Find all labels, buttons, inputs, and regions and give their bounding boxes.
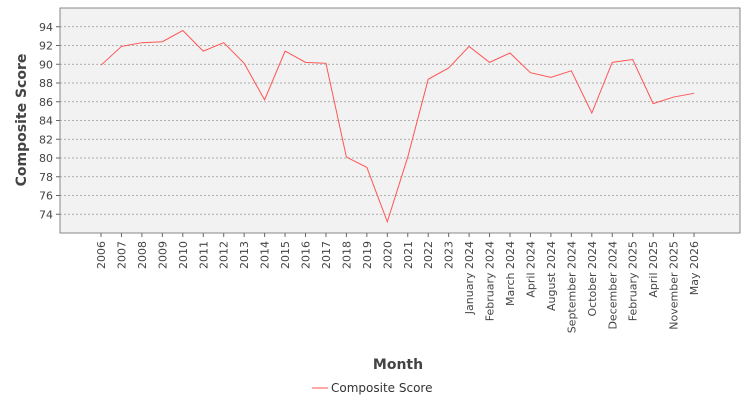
- x-tick-label: 2021: [402, 241, 415, 269]
- x-tick-label: 2014: [259, 241, 272, 269]
- x-tick-label: 2023: [443, 241, 456, 269]
- y-axis-ticks: 74 76 78 80 82 84 86 88 90 92 94: [39, 21, 60, 221]
- y-tick-label: 80: [39, 152, 53, 165]
- series-layer: [100, 29, 695, 224]
- x-tick-label: 2022: [422, 241, 435, 269]
- x-tick-label: 2013: [238, 241, 251, 269]
- x-tick-label: May 2026: [688, 241, 701, 295]
- y-tick-label: 74: [39, 208, 53, 221]
- x-tick-label: 2012: [218, 241, 231, 269]
- x-tick-label: 2009: [156, 241, 169, 269]
- x-tick-label: 2018: [340, 241, 353, 269]
- x-tick-label: 2008: [136, 241, 149, 269]
- x-tick-label: April 2025: [647, 241, 660, 298]
- x-axis-title: Month: [373, 357, 423, 373]
- y-tick-label: 88: [39, 77, 53, 90]
- x-tick-label: 2020: [381, 241, 394, 269]
- legend-label: Composite Score: [331, 381, 432, 395]
- x-tick-label: 2019: [361, 241, 374, 269]
- x-axis-ticks: 2006 2007 2008 2009 2010 2011 2012 2013 2014 2015…: [95, 233, 701, 333]
- x-tick-label: December 2024: [606, 241, 619, 330]
- y-tick-label: 84: [39, 115, 53, 128]
- grid-lines: [60, 26, 740, 215]
- y-tick-label: 76: [39, 190, 53, 203]
- x-tick-label: 2011: [197, 241, 210, 269]
- x-tick-label: January 2024: [463, 241, 476, 315]
- y-tick-label: 82: [39, 133, 53, 146]
- x-tick-label: 2006: [95, 241, 108, 269]
- x-tick-label: April 2024: [524, 241, 537, 298]
- x-tick-label: August 2024: [545, 241, 558, 311]
- y-tick-label: 90: [39, 58, 53, 71]
- x-tick-label: March 2024: [504, 241, 517, 306]
- x-tick-label: February 2024: [484, 241, 497, 321]
- x-tick-label: February 2025: [627, 241, 640, 321]
- x-tick-label: November 2025: [668, 241, 681, 330]
- legend: Composite Score: [312, 381, 432, 395]
- x-tick-label: 2010: [177, 241, 190, 269]
- series-line: [100, 29, 695, 224]
- y-axis-title: Composite Score: [14, 54, 30, 187]
- x-tick-label: 2015: [279, 241, 292, 269]
- x-tick-label: October 2024: [586, 241, 599, 317]
- y-tick-label: 92: [39, 40, 53, 53]
- y-tick-label: 86: [39, 96, 53, 109]
- x-tick-label: 2016: [300, 241, 313, 269]
- y-tick-label: 94: [39, 21, 53, 34]
- y-tick-label: 78: [39, 171, 53, 184]
- x-tick-label: 2007: [115, 241, 128, 269]
- x-tick-label: 2017: [320, 241, 333, 269]
- x-tick-label: September 2024: [565, 241, 578, 333]
